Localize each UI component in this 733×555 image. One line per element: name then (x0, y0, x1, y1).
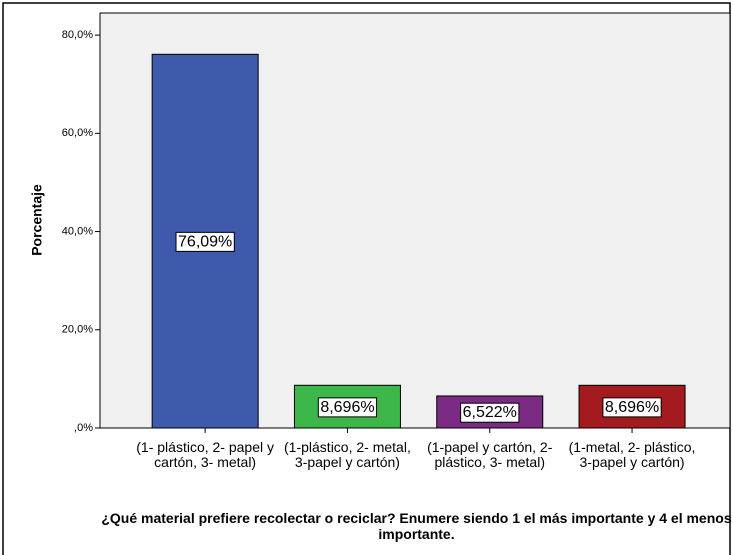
value-label-box (602, 397, 662, 418)
y-tick-label: 20,0% (62, 324, 93, 336)
value-label-box (317, 397, 378, 418)
y-tick-label: 40,0% (62, 225, 93, 237)
y-axis-title: Porcentaje (29, 184, 45, 256)
value-label: 6,522% (463, 404, 517, 421)
value-label-box (175, 231, 235, 252)
y-tick-label: 60,0% (62, 127, 93, 139)
x-tick-label: (1- plástico, 2- papel y cartón, 3- meta… (136, 439, 274, 470)
y-tick-label: 80,0% (62, 29, 93, 41)
value-label: 8,696% (605, 399, 659, 416)
value-label: 8,696% (320, 399, 374, 416)
value-label: 76,09% (178, 233, 232, 250)
x-tick-label: (1-papel y cartón, 2-plástico, 3- metal) (427, 439, 553, 470)
x-axis-title: ¿Qué material prefiere recolectar o reci… (101, 510, 732, 542)
value-label-box (460, 402, 520, 423)
x-tick-label: (1-metal, 2- plástico, 3-papel y cartón) (568, 439, 696, 470)
x-tick-label: (1-plástico, 2- metal, 3-papel y cartón) (284, 439, 411, 470)
y-tick-label: ,0% (74, 422, 93, 434)
